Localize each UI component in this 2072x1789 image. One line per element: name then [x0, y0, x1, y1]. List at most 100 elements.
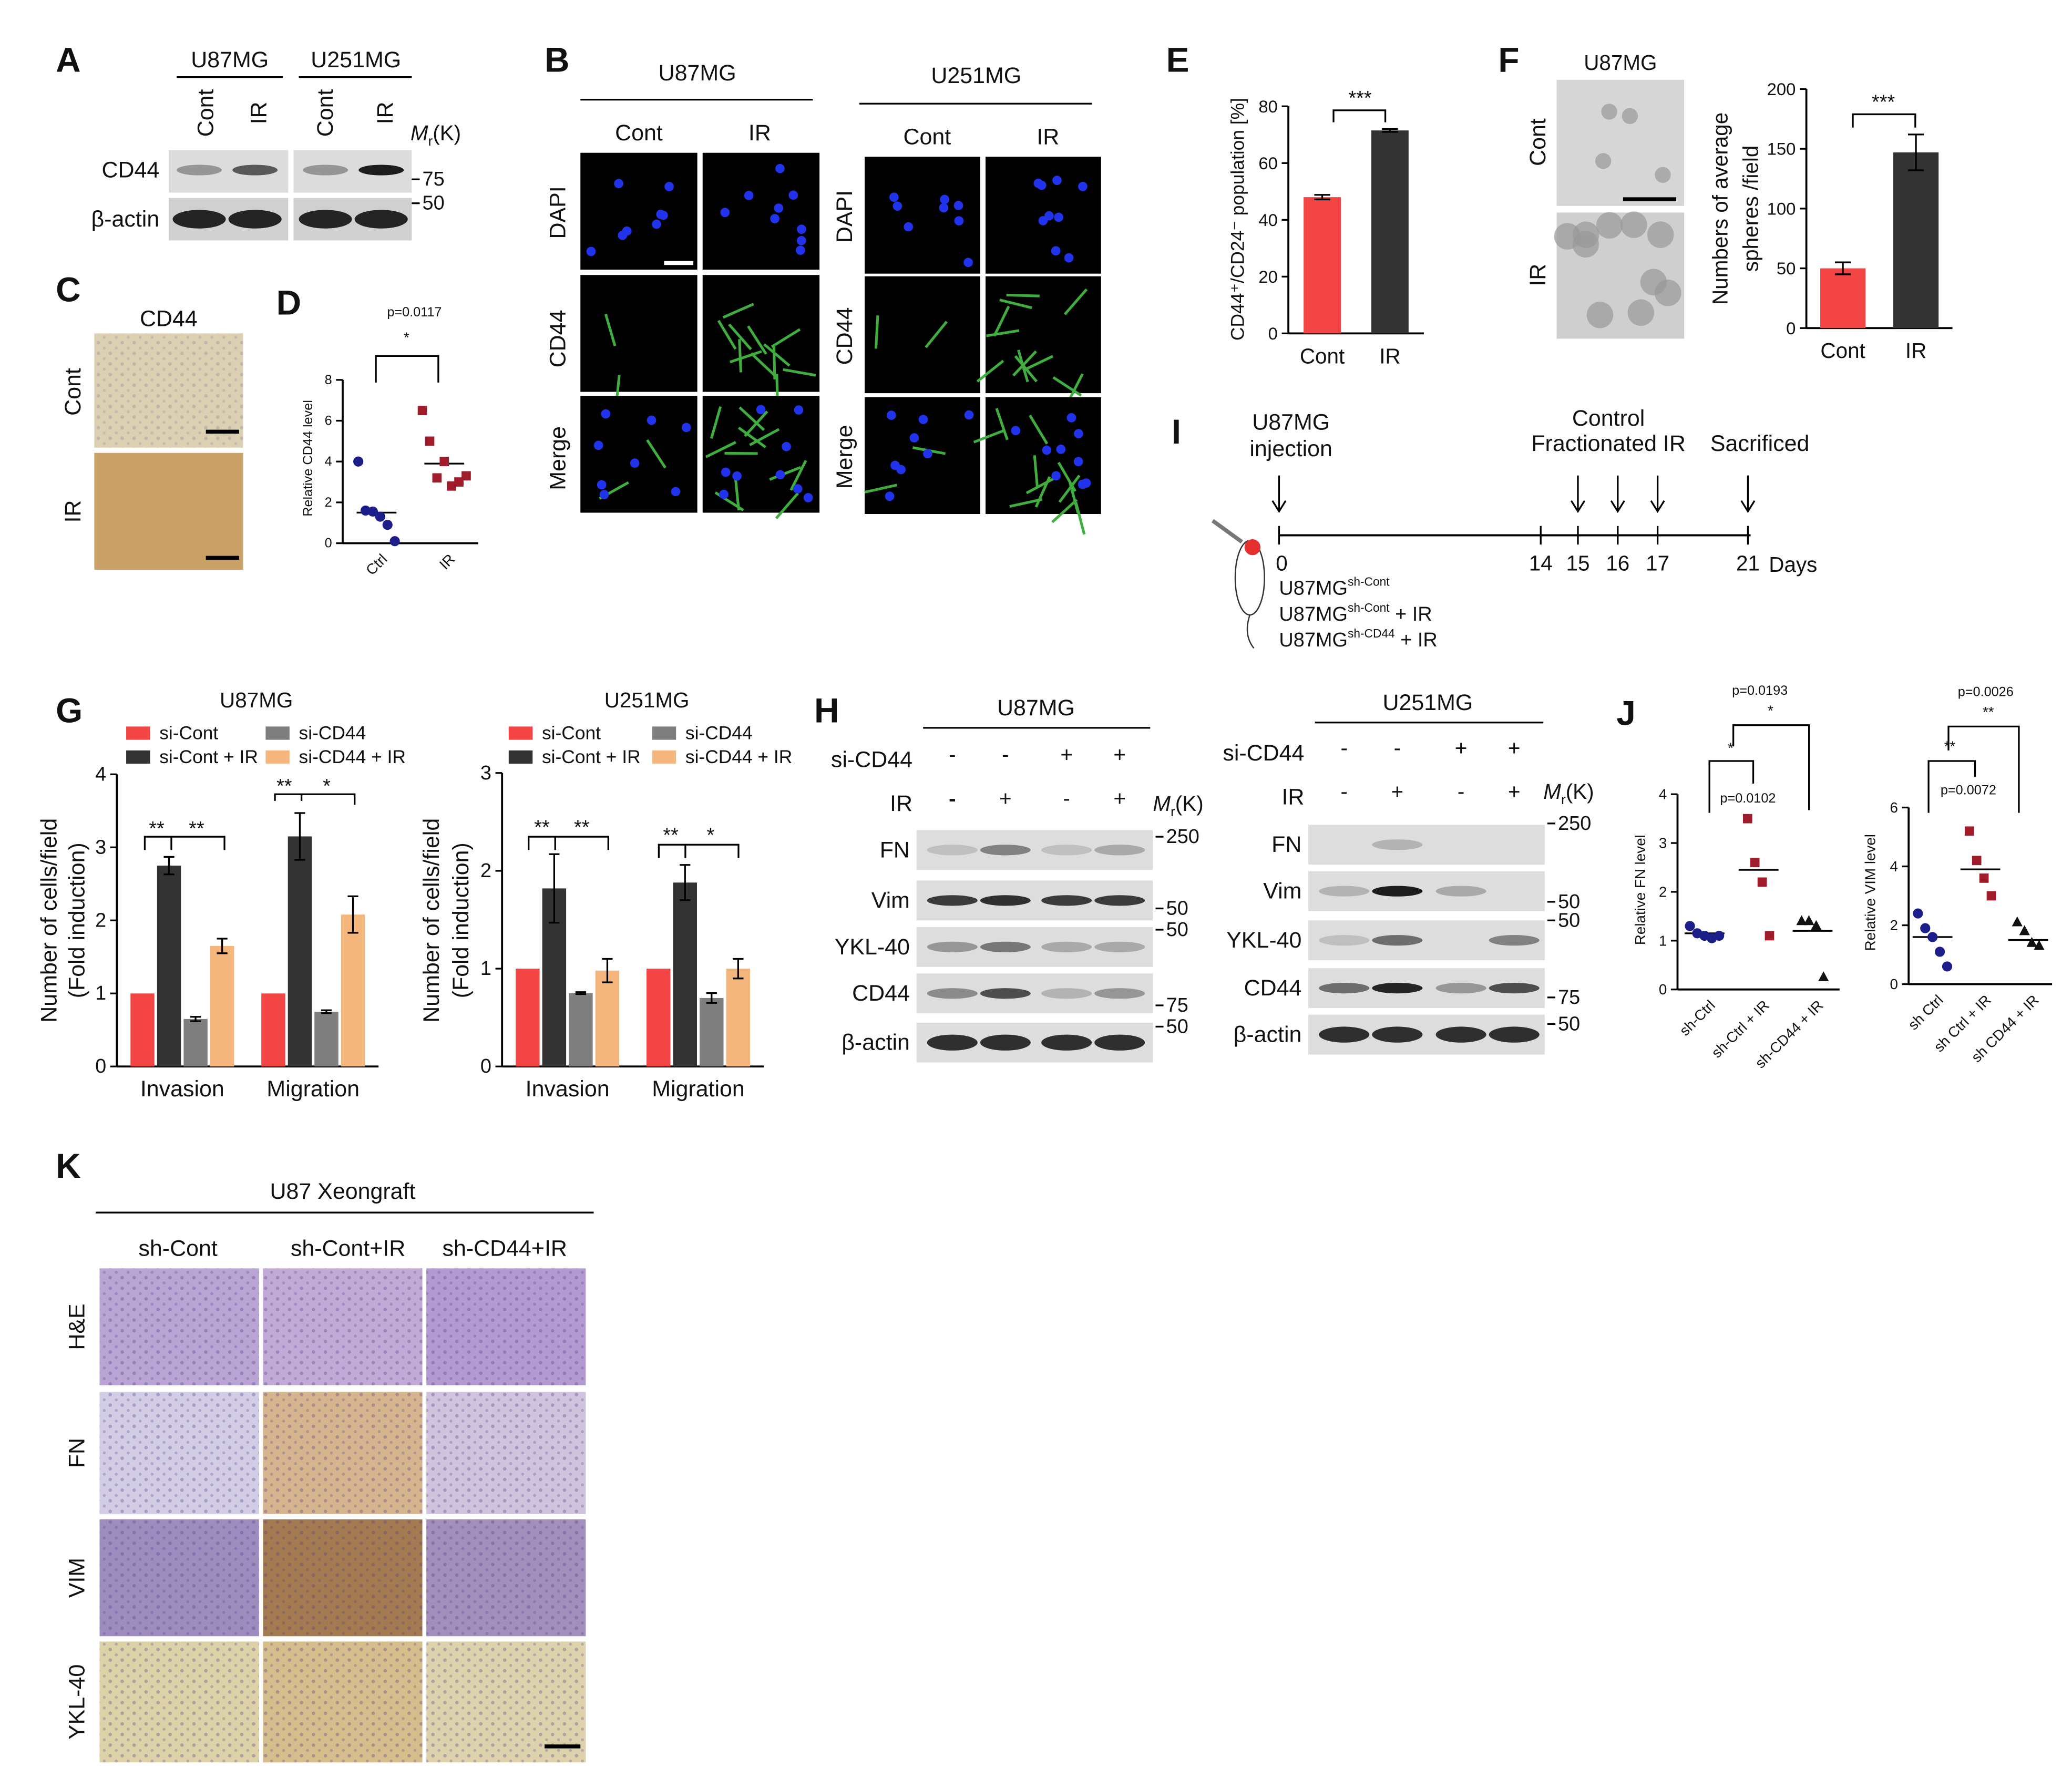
blot: [1308, 920, 1545, 961]
label: 0: [1276, 551, 1287, 575]
blot-band: [980, 895, 1031, 906]
label: +: [1455, 736, 1468, 760]
arrow-head: [1610, 500, 1625, 513]
label: 14: [1529, 551, 1553, 575]
micrograph: [580, 396, 697, 513]
annotation: p=0.0072: [1941, 783, 1996, 798]
panel-label: G: [56, 692, 83, 730]
label: IR: [1525, 264, 1551, 286]
nucleus: [964, 410, 974, 420]
blot-band: [1489, 983, 1540, 994]
cell-stain: [874, 315, 879, 349]
texture: [263, 1392, 423, 1514]
y-tick-label: 1: [480, 958, 491, 980]
label: Mr(K): [411, 121, 461, 149]
sphere: [1596, 212, 1623, 239]
y-axis-label: Number of cells/field: [36, 818, 61, 1023]
arrow-head: [1650, 500, 1665, 513]
label: Cont: [1525, 118, 1551, 166]
label: 75: [423, 168, 445, 190]
label: Vim: [871, 888, 910, 913]
blot-band: [1372, 1026, 1423, 1043]
blot-band: [1319, 886, 1370, 897]
mouse-tail: [1246, 614, 1255, 649]
annotation: *: [707, 825, 715, 847]
label: 50: [1166, 919, 1188, 941]
y-tick-label: 40: [1258, 210, 1278, 230]
point: [1796, 915, 1807, 926]
nucleus: [1074, 429, 1083, 438]
text-part: U87MG: [1279, 603, 1348, 625]
point: [1803, 915, 1814, 926]
micrograph: [865, 157, 980, 274]
panel-label: H: [814, 692, 839, 730]
label: Fractionated IR: [1531, 431, 1686, 456]
label: -: [949, 786, 956, 810]
y-axis-label: (Fold induction): [65, 842, 90, 998]
label: +: [1113, 742, 1126, 766]
panel-label: A: [56, 40, 80, 79]
label: CD44: [1244, 975, 1302, 1001]
nucleus: [1078, 181, 1088, 191]
point: [1818, 971, 1829, 982]
point: [1714, 930, 1725, 941]
bar: [1371, 130, 1409, 334]
label: Mr(K): [1153, 791, 1203, 819]
label: U251MG: [604, 688, 690, 712]
texture: [426, 1641, 586, 1763]
x-tick-label: Migration: [652, 1076, 745, 1102]
panel-label: J: [1616, 694, 1636, 733]
nucleus: [601, 409, 611, 419]
text-part: M: [1543, 779, 1561, 804]
label: U251MG: [1383, 690, 1473, 715]
y-tick-label: 100: [1767, 199, 1796, 218]
nucleus: [1054, 212, 1063, 222]
annotation: ***: [1348, 87, 1371, 109]
x-tick-label: Invasion: [526, 1076, 610, 1102]
blot-band: [1372, 886, 1423, 897]
arrow-head: [1570, 500, 1586, 513]
text-part: r: [1171, 804, 1175, 819]
point: [1986, 891, 1996, 901]
nucleus: [756, 405, 766, 415]
sphere: [1620, 211, 1647, 238]
blot-band: [927, 1034, 978, 1051]
label: -: [1341, 779, 1348, 804]
bar: [595, 970, 620, 1067]
blot-band: [1489, 935, 1540, 946]
texture: [263, 1268, 423, 1385]
label: U251MG: [311, 47, 401, 73]
bracket: [1708, 760, 1755, 813]
panel-label: F: [1498, 40, 1519, 79]
label: U87MG: [659, 60, 736, 86]
label: Control: [1572, 406, 1645, 431]
x-tick-label: Cont: [1820, 338, 1865, 363]
blot-band: [1041, 845, 1092, 856]
bar: [210, 945, 234, 1067]
label: +: [1508, 779, 1521, 804]
texture: [426, 1519, 586, 1637]
image: [1556, 79, 1685, 206]
label: CD44: [101, 158, 159, 183]
cell-stain: [973, 429, 1006, 444]
point: [367, 506, 378, 517]
label: YKL-40: [65, 1664, 90, 1740]
point: [447, 481, 456, 491]
y-tick-label: 0: [1890, 976, 1898, 992]
nucleus: [904, 222, 914, 232]
point: [382, 520, 393, 530]
point: [2019, 925, 2030, 935]
label: +: [1113, 786, 1126, 810]
label: Cont: [60, 368, 86, 416]
point: [1913, 908, 1923, 919]
text-part: sh-Cont: [1348, 575, 1390, 589]
blot-band: [1435, 983, 1486, 994]
cell-stain: [744, 410, 768, 437]
micrograph: [580, 152, 697, 270]
label: U251MG: [931, 63, 1021, 88]
y-tick-label: 2: [1890, 917, 1898, 933]
label: Cont: [193, 89, 219, 137]
bracket: [171, 836, 225, 850]
point: [439, 457, 449, 467]
